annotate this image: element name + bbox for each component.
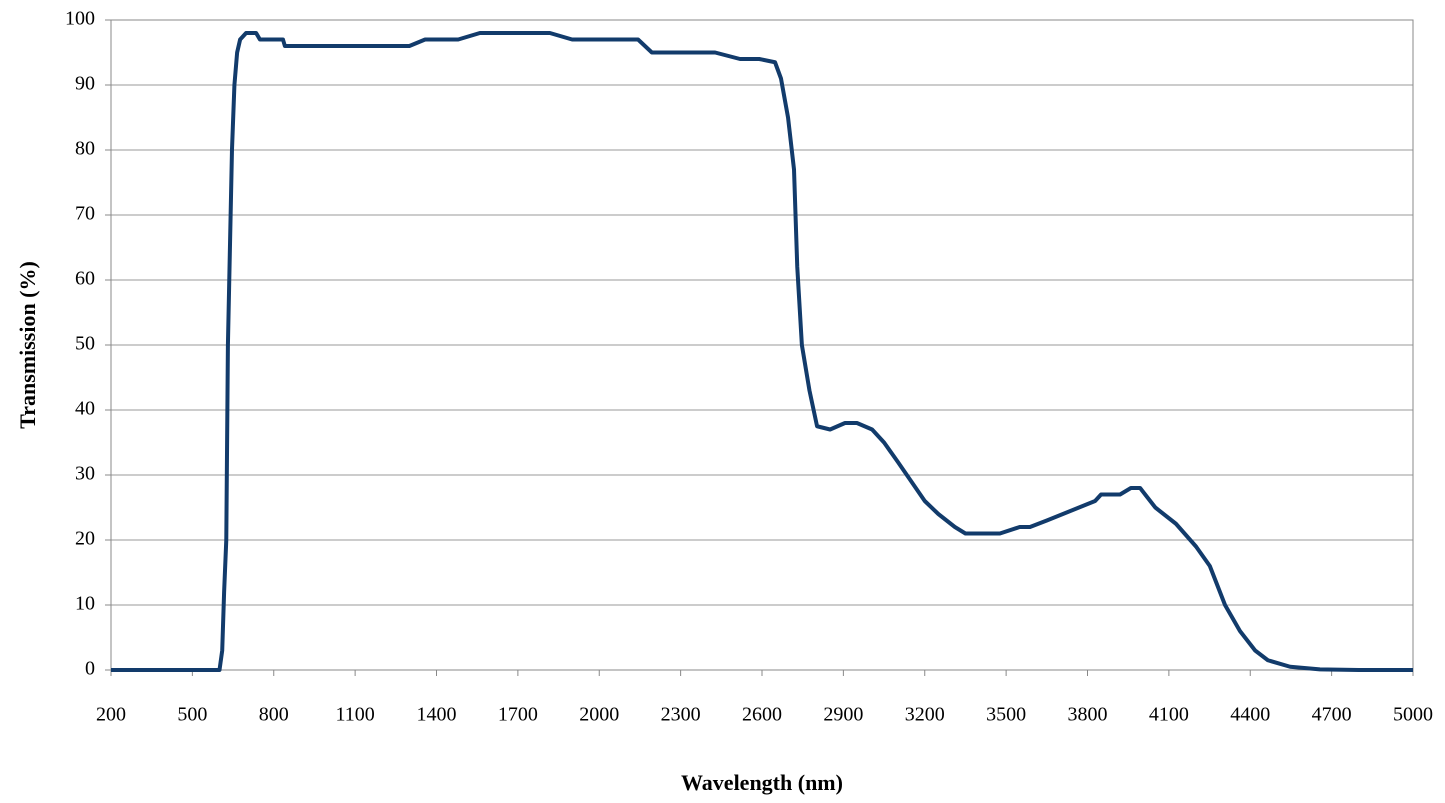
y-axis-title: Transmission (%) <box>15 261 40 429</box>
y-tick-label: 20 <box>75 528 95 550</box>
x-tick-label: 500 <box>177 704 207 726</box>
x-axis-title: Wavelength (nm) <box>681 770 843 795</box>
y-tick-label: 50 <box>75 333 95 355</box>
y-tick-label: 0 <box>85 658 95 680</box>
x-tick-label: 2300 <box>661 704 701 726</box>
x-tick-label: 2900 <box>823 704 863 726</box>
y-tick-label: 10 <box>75 593 95 615</box>
y-tick-label: 40 <box>75 398 95 420</box>
x-tick-label: 3800 <box>1068 704 1108 726</box>
y-tick-label: 60 <box>75 268 95 290</box>
y-tick-label: 100 <box>65 8 95 30</box>
x-tick-label: 4400 <box>1230 704 1270 726</box>
y-tick-label: 30 <box>75 463 95 485</box>
x-tick-label: 200 <box>96 704 126 726</box>
x-tick-label: 2000 <box>579 704 619 726</box>
y-tick-label: 80 <box>75 138 95 160</box>
x-tick-label: 1400 <box>417 704 457 726</box>
y-tick-label: 70 <box>75 203 95 225</box>
x-tick-label: 1100 <box>335 704 374 726</box>
x-tick-label: 4700 <box>1312 704 1352 726</box>
data-line <box>111 31 1413 672</box>
x-tick-label: 4100 <box>1149 704 1189 726</box>
x-tick-label: 3200 <box>905 704 945 726</box>
x-tick-label: 800 <box>259 704 289 726</box>
x-tick-label: 1700 <box>498 704 538 726</box>
x-tick-label: 3500 <box>986 704 1026 726</box>
x-tick-label: 2600 <box>742 704 782 726</box>
x-tick-label: 5000 <box>1393 704 1433 726</box>
y-tick-label: 90 <box>75 73 95 95</box>
